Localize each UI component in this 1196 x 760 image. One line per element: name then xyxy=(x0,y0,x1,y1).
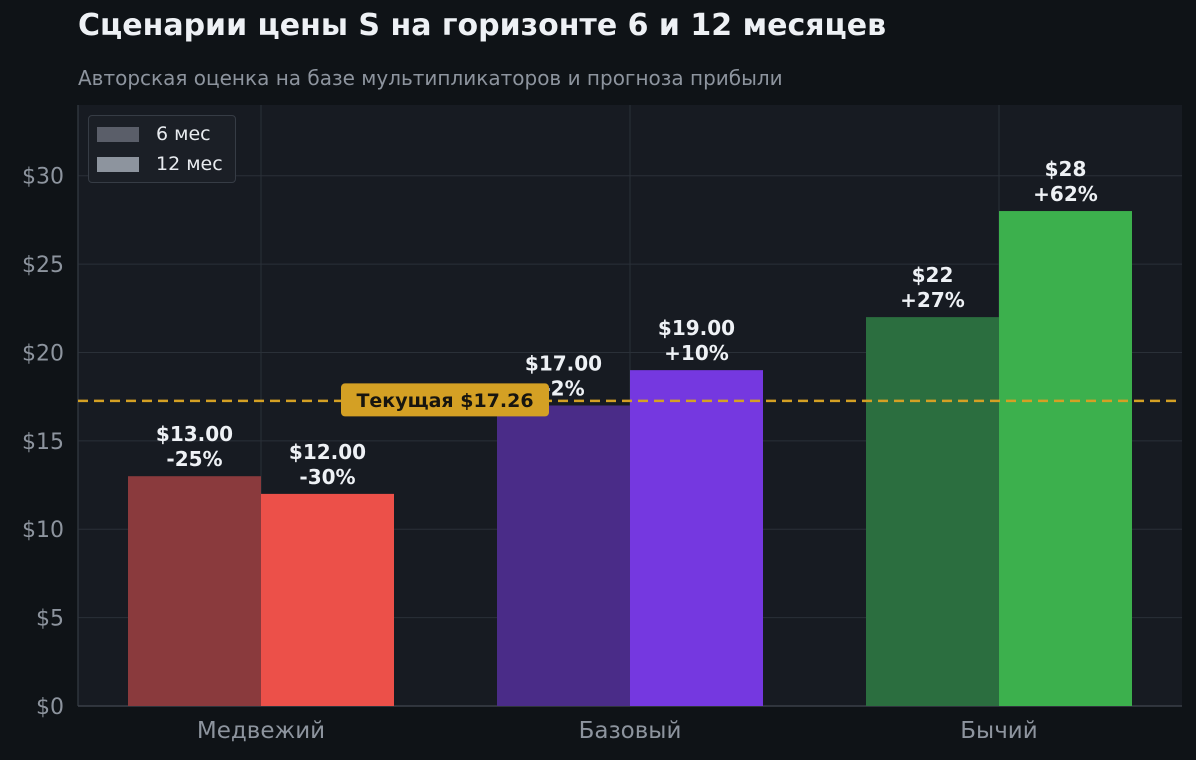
y-tick-label: $0 xyxy=(36,695,64,720)
current-price-badge xyxy=(341,383,549,417)
bar xyxy=(261,493,394,706)
y-tick-label: $20 xyxy=(22,341,64,366)
y-tick-label: $30 xyxy=(22,165,64,190)
x-tick-label: Бычий xyxy=(960,718,1037,744)
chart-subtitle: Авторская оценка на базе мультипликаторо… xyxy=(78,66,783,90)
chart-legend: 6 мес 12 мес xyxy=(88,115,236,183)
y-tick-label: $15 xyxy=(22,430,64,455)
bar xyxy=(866,317,999,706)
bar-value-label: $22 +27% xyxy=(900,263,965,312)
current-price-label: Текущая $17.26 xyxy=(356,390,533,412)
legend-swatch-6m xyxy=(97,126,139,142)
legend-label-12m: 12 мес xyxy=(156,153,223,175)
bar xyxy=(497,405,630,706)
legend-item-6m: 6 мес xyxy=(97,123,211,145)
x-tick-label: Медвежий xyxy=(197,718,325,744)
y-tick-label: $10 xyxy=(22,518,64,543)
legend-item-12m: 12 мес xyxy=(97,153,223,175)
legend-label-6m: 6 мес xyxy=(156,123,211,145)
bar-value-label: $12.00 -30% xyxy=(289,440,366,489)
bar xyxy=(128,476,261,706)
bar-value-label: $28 +62% xyxy=(1033,157,1098,206)
bar-value-label: $13.00 -25% xyxy=(156,422,233,471)
chart-title: Сценарии цены S на горизонте 6 и 12 меся… xyxy=(78,8,887,43)
legend-swatch-12m xyxy=(97,156,139,172)
bar xyxy=(630,370,763,706)
x-tick-label: Базовый xyxy=(579,718,682,744)
bar-value-label: $19.00 +10% xyxy=(658,316,735,365)
y-tick-label: $25 xyxy=(22,253,64,278)
bar-value-label: $17.00 -2% xyxy=(525,352,602,401)
y-tick-label: $5 xyxy=(36,607,64,632)
bar xyxy=(999,211,1132,706)
